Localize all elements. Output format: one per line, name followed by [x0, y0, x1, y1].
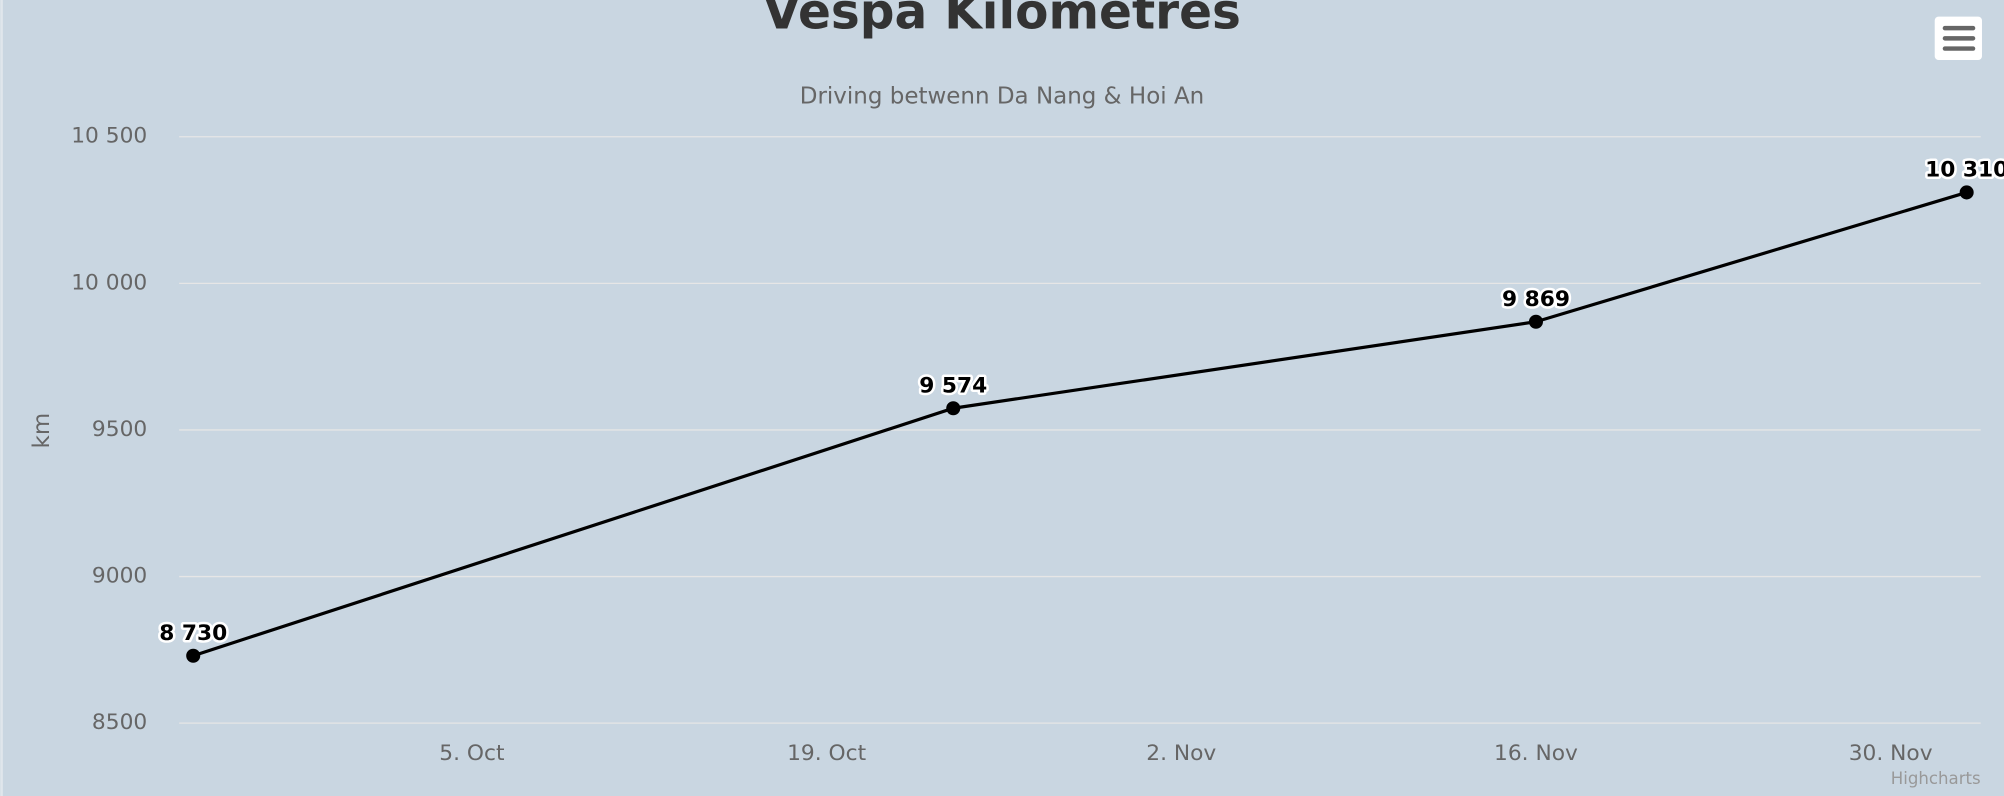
point — [1528, 314, 1543, 329]
y-tick-label: 10 500 — [71, 124, 147, 149]
data-label: 9 574 — [919, 374, 987, 399]
x-tick-label: 19. Oct — [787, 741, 866, 766]
y-tick-label: 8500 — [92, 710, 147, 735]
x-tick-label: 2. Nov — [1146, 741, 1216, 766]
y-axis-title: km — [29, 413, 55, 449]
chart-title: Vespa Kilometres — [763, 0, 1241, 40]
point — [186, 648, 201, 663]
credits: Highcharts — [1891, 769, 1981, 788]
y-tick-label: 10 000 — [71, 270, 147, 295]
x-tick-label: 16. Nov — [1494, 741, 1578, 766]
y-tick-label: 9500 — [92, 417, 147, 442]
x-tick-label: 30. Nov — [1849, 741, 1933, 766]
chart-subtitle: Driving betwenn Da Nang & Hoi An — [800, 84, 1205, 110]
point — [1959, 185, 1974, 200]
menu-button[interactable] — [1934, 16, 1982, 61]
data-label: 10 310 — [1925, 158, 2004, 183]
data-label: 8 730 — [159, 621, 227, 646]
y-tick-label: 9000 — [92, 564, 147, 589]
x-tick-label: 5. Oct — [439, 741, 504, 766]
data-label: 9 869 — [1502, 287, 1570, 312]
line — [192, 190, 1968, 658]
point — [946, 401, 961, 416]
